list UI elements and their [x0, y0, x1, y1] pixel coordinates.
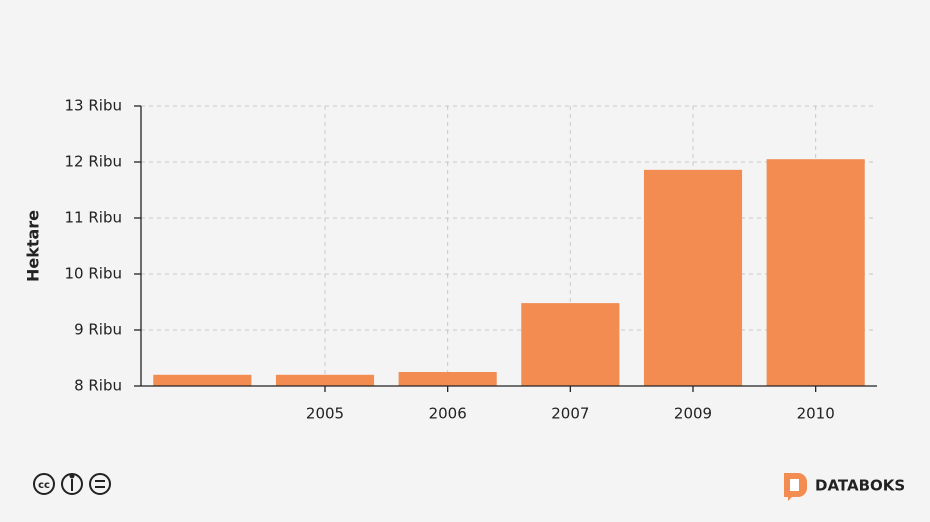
y-tick-label: 11 Ribu — [65, 209, 122, 227]
bar — [275, 374, 375, 386]
bar — [766, 159, 865, 386]
y-tick-label: 12 Ribu — [65, 153, 122, 171]
brand-logo — [784, 473, 807, 501]
x-tick-label: 2005 — [306, 405, 344, 423]
svg-text:cc: cc — [38, 480, 50, 491]
x-tick-label: 2006 — [429, 405, 467, 423]
x-tick-label: 2009 — [674, 405, 712, 423]
x-tick-label: 2010 — [797, 405, 835, 423]
brand-name: DATABOKS — [815, 477, 905, 495]
bar — [153, 374, 252, 386]
bar — [521, 303, 620, 386]
bar — [398, 372, 497, 386]
y-axis-label: Hektare — [24, 210, 43, 282]
y-tick-label: 9 Ribu — [74, 321, 122, 339]
y-tick-label: 13 Ribu — [65, 97, 122, 115]
license-icons: cc — [33, 473, 111, 495]
x-tick-label: 2007 — [551, 405, 589, 423]
y-tick-label: 8 Ribu — [74, 377, 122, 395]
y-tick-label: 10 Ribu — [65, 265, 122, 283]
bar — [643, 169, 743, 386]
